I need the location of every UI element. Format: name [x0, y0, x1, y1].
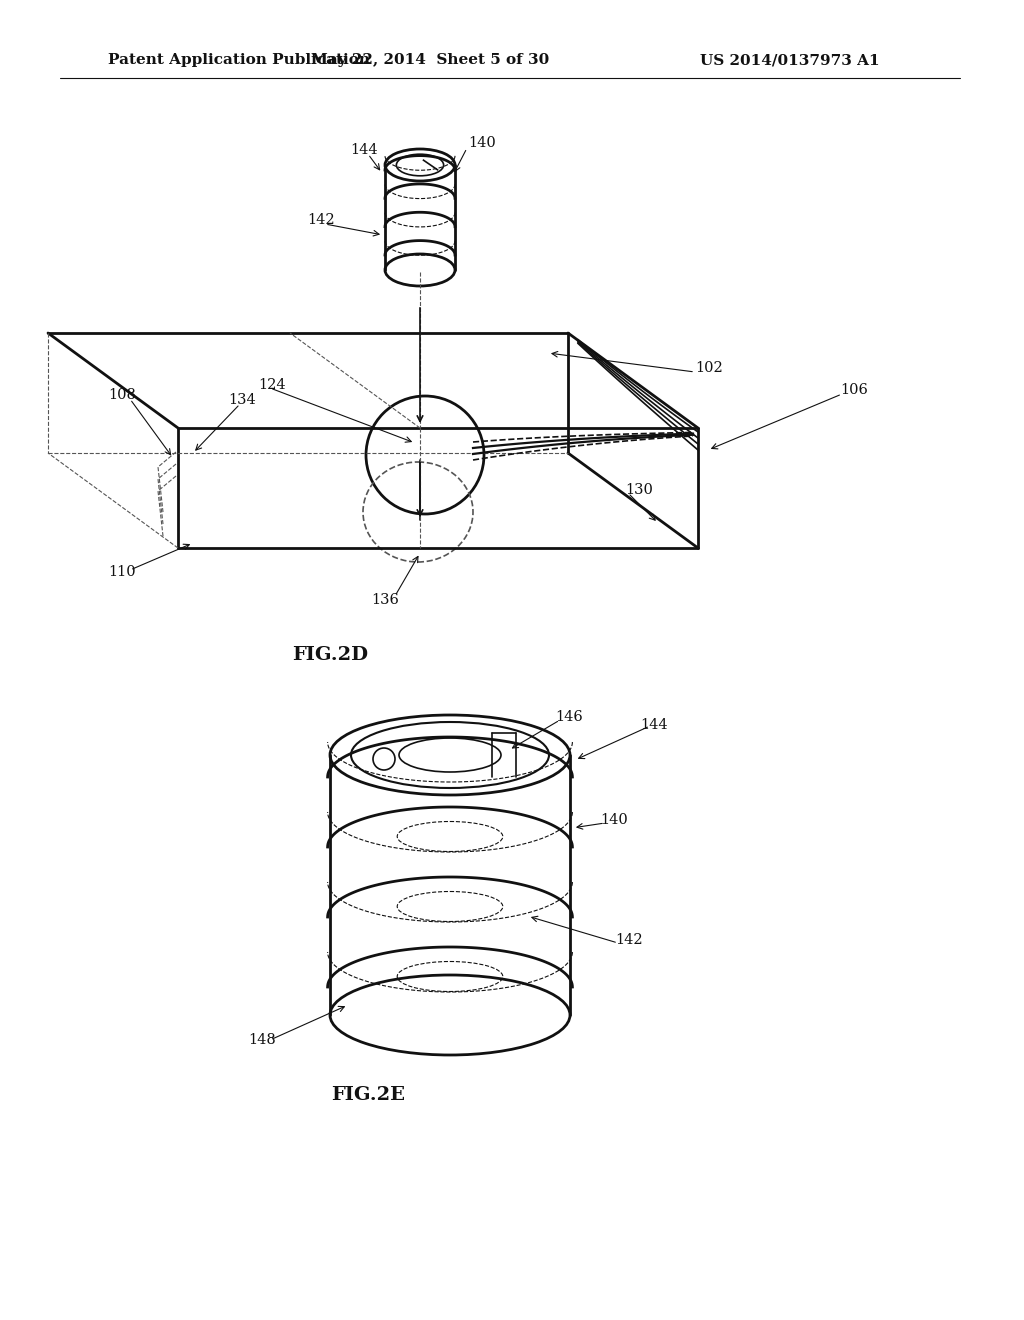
Text: 130: 130 — [625, 483, 653, 498]
Text: Patent Application Publication: Patent Application Publication — [108, 53, 370, 67]
Text: FIG.2D: FIG.2D — [292, 645, 368, 664]
Text: 136: 136 — [371, 593, 399, 607]
Text: 134: 134 — [228, 393, 256, 407]
Text: 140: 140 — [468, 136, 496, 150]
Text: FIG.2E: FIG.2E — [331, 1086, 406, 1104]
Text: 140: 140 — [600, 813, 628, 828]
Text: US 2014/0137973 A1: US 2014/0137973 A1 — [700, 53, 880, 67]
Text: 102: 102 — [695, 360, 723, 375]
Text: 144: 144 — [350, 143, 378, 157]
Text: 106: 106 — [840, 383, 868, 397]
Text: 108: 108 — [108, 388, 136, 403]
Text: 124: 124 — [258, 378, 286, 392]
Text: 142: 142 — [615, 933, 643, 946]
Text: 110: 110 — [108, 565, 135, 579]
Text: 148: 148 — [248, 1034, 275, 1047]
Text: May 22, 2014  Sheet 5 of 30: May 22, 2014 Sheet 5 of 30 — [311, 53, 549, 67]
Text: 142: 142 — [307, 213, 335, 227]
Text: 144: 144 — [640, 718, 668, 733]
Text: 146: 146 — [555, 710, 583, 723]
